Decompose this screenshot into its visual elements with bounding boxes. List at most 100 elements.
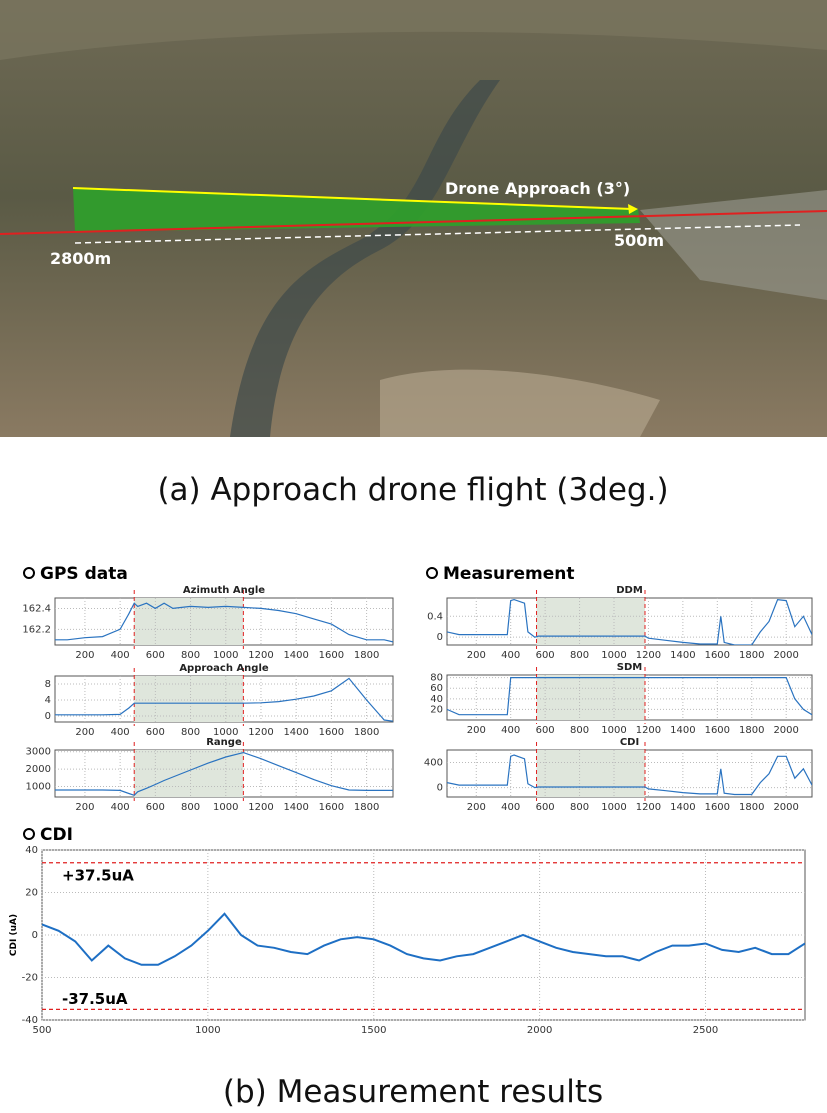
data-line <box>447 754 812 796</box>
x-tick-label: 400 <box>111 650 130 661</box>
x-tick-label: 600 <box>146 650 165 661</box>
x-tick-label: 1200 <box>636 725 661 736</box>
y-tick-label: 400 <box>424 758 443 769</box>
y-tick-label: -20 <box>22 973 38 984</box>
caption-b: (b) Measurement results <box>223 1074 603 1110</box>
y-tick-label: 40 <box>25 845 38 856</box>
x-tick-label: 800 <box>570 650 589 661</box>
x-tick-label: 1400 <box>283 650 308 661</box>
x-tick-label: 800 <box>570 725 589 736</box>
y-tick-label: 0 <box>437 632 443 643</box>
chart-title: Range <box>206 737 242 748</box>
x-tick-label: 800 <box>181 727 200 738</box>
y-tick-label: 80 <box>430 673 443 684</box>
x-tick-label: 1800 <box>354 650 379 661</box>
y-axis-label: CDI (uA) <box>9 914 19 956</box>
caption-a: (a) Approach drone flight (3deg.) <box>157 472 668 508</box>
data-line <box>55 751 393 796</box>
y-tick-label: -40 <box>22 1015 38 1026</box>
field <box>380 369 660 437</box>
x-tick-label: 1600 <box>705 725 730 736</box>
reference-label: +37.5uA <box>62 866 134 884</box>
chart-title: Azimuth Angle <box>183 585 265 596</box>
x-tick-label: 600 <box>146 727 165 738</box>
x-tick-label: 1600 <box>319 727 344 738</box>
data-line <box>55 602 393 643</box>
start-distance: 2800m <box>50 249 111 268</box>
chart-title: SDM <box>617 662 643 673</box>
y-tick-label: 40 <box>430 694 443 705</box>
x-tick-label: 1000 <box>213 802 238 813</box>
x-tick-label: 2000 <box>773 650 798 661</box>
data-line <box>447 598 812 645</box>
x-tick-label: 400 <box>111 727 130 738</box>
x-tick-label: 1500 <box>361 1025 386 1036</box>
line-chart: 162.2 162.4 200 400 600 800 1000 1200 1400 1600 18… <box>22 585 394 661</box>
x-tick-label: 1800 <box>739 802 764 813</box>
chart-title: CDI <box>620 737 639 748</box>
aerial-photo: Drone Approach (3°) 2800m 500m <box>0 0 827 437</box>
x-tick-label: 1200 <box>248 802 273 813</box>
river <box>230 80 500 437</box>
x-tick-label: 1400 <box>670 725 695 736</box>
section-title: CDI <box>40 825 73 845</box>
y-tick-label: 60 <box>430 683 443 694</box>
y-tick-label: 20 <box>25 888 38 899</box>
x-tick-label: 1600 <box>319 650 344 661</box>
x-tick-label: 1200 <box>636 802 661 813</box>
airport <box>640 190 827 300</box>
x-tick-label: 1800 <box>354 727 379 738</box>
glide-path <box>72 187 633 210</box>
runway-centerline <box>0 210 827 235</box>
glide-arrow <box>628 204 638 214</box>
x-tick-label: 800 <box>181 650 200 661</box>
line-chart: -40 -20 0 20 40 500 1000 1500 2000 2500 +37.5uA -37… <box>9 845 806 1036</box>
data-line <box>55 677 393 722</box>
chart-title: Approach Angle <box>179 663 269 674</box>
chart-title: DDM <box>616 585 643 596</box>
highlight-span <box>536 750 645 797</box>
x-tick-label: 2000 <box>773 725 798 736</box>
x-tick-label: 1800 <box>739 650 764 661</box>
reference-label: -37.5uA <box>62 990 128 1008</box>
x-tick-label: 200 <box>467 725 486 736</box>
x-tick-label: 1400 <box>670 650 695 661</box>
x-tick-label: 1600 <box>319 802 344 813</box>
x-tick-label: 1000 <box>213 650 238 661</box>
hills <box>0 0 827 60</box>
x-tick-label: 1000 <box>213 727 238 738</box>
x-tick-label: 2000 <box>527 1025 552 1036</box>
x-tick-label: 600 <box>536 725 555 736</box>
x-tick-label: 600 <box>536 802 555 813</box>
x-tick-label: 2000 <box>773 802 798 813</box>
x-tick-label: 1200 <box>248 650 273 661</box>
y-tick-label: 2000 <box>26 764 51 775</box>
line-chart: 0 400 200 400 600 800 1000 1200 1400 1600 1800 2000… <box>424 737 813 813</box>
bullet <box>426 567 438 579</box>
x-tick-label: 200 <box>467 650 486 661</box>
y-tick-label: 162.4 <box>22 603 51 614</box>
y-tick-label: 0 <box>437 783 443 794</box>
x-tick-label: 400 <box>501 725 520 736</box>
line-chart: 1000 2000 3000 200 400 600 800 1000 1200 1400 1600… <box>26 737 394 813</box>
x-tick-label: 200 <box>75 802 94 813</box>
bullet <box>23 828 35 840</box>
x-tick-label: 200 <box>467 802 486 813</box>
x-tick-label: 200 <box>75 650 94 661</box>
x-tick-label: 800 <box>181 802 200 813</box>
x-tick-label: 1400 <box>670 802 695 813</box>
x-tick-label: 1800 <box>354 802 379 813</box>
ground-track <box>74 224 801 244</box>
y-tick-label: 0 <box>45 711 51 722</box>
y-tick-label: 4 <box>45 695 51 706</box>
x-tick-label: 1000 <box>601 802 626 813</box>
y-tick-label: 0 <box>32 930 38 941</box>
x-tick-label: 600 <box>146 802 165 813</box>
x-tick-label: 1200 <box>248 727 273 738</box>
x-tick-label: 1000 <box>195 1025 220 1036</box>
x-tick-label: 1400 <box>283 802 308 813</box>
x-tick-label: 1000 <box>601 650 626 661</box>
